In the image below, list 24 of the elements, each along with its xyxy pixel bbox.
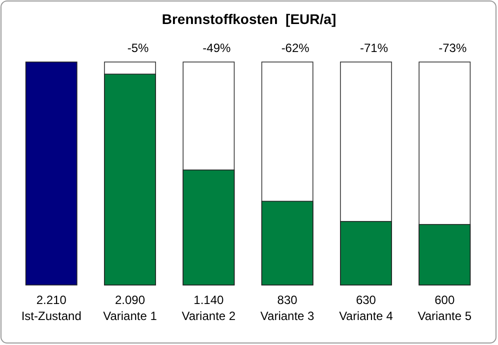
x-tick-label: Variante 1 [103, 309, 158, 323]
x-tick-label: Variante 3 [260, 309, 315, 323]
bar [340, 221, 392, 286]
x-tick-label: Variante 4 [339, 309, 394, 323]
bar [104, 74, 156, 286]
chart-title: Brennstoffkosten [EUR/a] [162, 11, 336, 27]
data-label: 830 [277, 293, 298, 307]
bar [418, 224, 471, 286]
text: -71% [360, 41, 388, 55]
x-tick-label: Ist-Zustand [21, 309, 82, 323]
data-label: 2.210 [36, 293, 67, 307]
text: -49% [202, 41, 232, 55]
data-label: 600 [434, 293, 455, 307]
data-label: 2.090 [115, 293, 146, 307]
text: -73% [438, 41, 467, 55]
x-tick-label: Variante 5 [418, 309, 472, 323]
bar [182, 170, 235, 286]
text: -62% [281, 41, 310, 55]
bar [25, 62, 78, 286]
bar [261, 200, 314, 286]
data-label: 1.140 [194, 293, 224, 307]
text: -5% [127, 41, 150, 55]
data-label: 630 [356, 293, 376, 307]
x-tick-label: Variante 2 [182, 309, 236, 323]
